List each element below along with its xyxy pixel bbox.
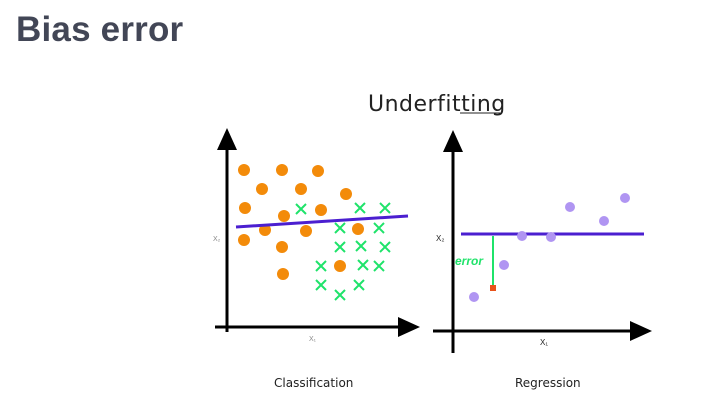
regression-point bbox=[546, 232, 556, 242]
class-b-points bbox=[295, 202, 391, 301]
class-a-point bbox=[276, 241, 288, 253]
class-a-point bbox=[340, 188, 352, 200]
regression-y-arrow bbox=[443, 130, 463, 152]
classification-y-arrow bbox=[217, 128, 237, 150]
class-b-point bbox=[315, 260, 327, 272]
class-a-point bbox=[295, 183, 307, 195]
error-label: error bbox=[455, 254, 484, 268]
class-a-point bbox=[334, 260, 346, 272]
class-a-point bbox=[312, 165, 324, 177]
class-a-point bbox=[315, 204, 327, 216]
error-marker bbox=[490, 285, 496, 291]
class-b-point bbox=[357, 259, 369, 271]
class-b-point bbox=[334, 241, 346, 253]
classification-caption: Classification bbox=[274, 376, 353, 390]
classification-x-label: X₁ bbox=[309, 336, 317, 343]
class-a-point bbox=[239, 202, 251, 214]
regression-point bbox=[620, 193, 630, 203]
class-a-point bbox=[256, 183, 268, 195]
slide-title: Bias error bbox=[16, 10, 184, 49]
classification-x-arrow bbox=[398, 317, 420, 337]
class-a-point bbox=[278, 210, 290, 222]
class-b-point bbox=[355, 240, 367, 252]
regression-point bbox=[517, 231, 527, 241]
class-b-point bbox=[354, 202, 366, 214]
class-b-point bbox=[334, 222, 346, 234]
regression-point bbox=[499, 260, 509, 270]
regression-x-arrow bbox=[630, 321, 652, 341]
classification-y-label: X₂ bbox=[213, 236, 221, 243]
regression-points bbox=[469, 193, 630, 302]
class-b-point bbox=[373, 222, 385, 234]
regression-point bbox=[565, 202, 575, 212]
class-a-point bbox=[277, 268, 289, 280]
regression-x-label: X₁ bbox=[540, 338, 548, 347]
class-b-point bbox=[373, 260, 385, 272]
class-a-point bbox=[352, 223, 364, 235]
class-b-point bbox=[379, 202, 391, 214]
decision-boundary bbox=[235, 214, 409, 229]
regression-point bbox=[599, 216, 609, 226]
class-b-point bbox=[295, 203, 307, 215]
regression-y-label: X₂ bbox=[436, 234, 444, 243]
class-a-point bbox=[300, 225, 312, 237]
class-a-point bbox=[238, 164, 250, 176]
regression-panel: X₂ X₁ error Regression bbox=[433, 130, 652, 390]
class-a-point bbox=[238, 234, 250, 246]
class-b-point bbox=[353, 279, 365, 291]
classification-panel: X₂ X₁ Classification bbox=[213, 128, 420, 390]
class-a-point bbox=[259, 224, 271, 236]
class-b-point bbox=[334, 289, 346, 301]
regression-caption: Regression bbox=[515, 376, 581, 390]
class-a-points bbox=[238, 164, 364, 280]
class-b-point bbox=[315, 279, 327, 291]
class-a-point bbox=[276, 164, 288, 176]
regression-point bbox=[469, 292, 479, 302]
class-b-point bbox=[379, 241, 391, 253]
